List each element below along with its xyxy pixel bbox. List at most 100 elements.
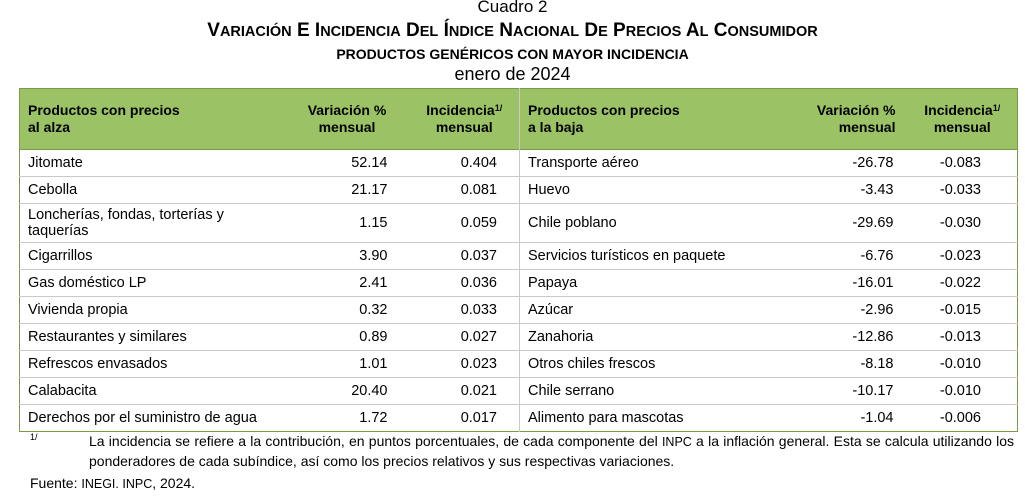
document-title: VARIACIÓN E INCIDENCIA DEL ÍNDICE NACION…	[0, 20, 1025, 42]
header-down-variation-line2: mensual	[838, 119, 896, 135]
table-row: Jitomate 52.14 0.404 Transporte aéreo -26.78…	[19, 149, 1018, 177]
up-product-name: Vivienda propia	[19, 296, 285, 324]
up-product-name: Derechos por el suministro de agua	[28, 410, 257, 426]
down-product-name: Alimento para mascotas	[528, 410, 684, 426]
title-char: E	[296, 20, 310, 41]
up-variation: 0.89	[284, 323, 410, 351]
down-variation: -2.96	[781, 296, 908, 324]
up-incidence: 0.021	[409, 377, 520, 405]
title-char: D	[406, 20, 420, 41]
down-product-name: Huevo	[519, 176, 782, 204]
document-subtitle: PRODUCTOS GENÉRICOS CON MAYOR INCIDENCIA	[336, 46, 689, 62]
title-char: C	[713, 20, 728, 41]
header-up-incidence-line1: Incidencia1/	[414, 102, 516, 119]
header-down-incidence: Incidencia1/ mensual	[907, 88, 1018, 150]
down-product-name: Otros chiles frescos	[519, 350, 782, 378]
down-incidence: -0.010	[907, 350, 1018, 378]
down-variation: -29.69	[781, 203, 908, 243]
down-incidence: -0.030	[907, 203, 1018, 243]
title-char: NDICE	[448, 24, 494, 40]
up-product-name: Cigarrillos	[19, 242, 285, 270]
footnote-text-part2: a la inflación general. Esta se calcula …	[89, 433, 1014, 469]
up-variation: 2.41	[284, 269, 410, 297]
up-variation: 1.15	[284, 203, 410, 243]
up-variation: 20.40	[284, 377, 410, 405]
up-incidence: 0.081	[409, 176, 520, 204]
up-incidence: 0.027	[409, 323, 520, 351]
up-variation: 1.72	[359, 410, 388, 426]
table-header-row: Productos con precios al alza Variación …	[19, 88, 1018, 150]
table-body: Jitomate 52.14 0.404 Transporte aéreo -26.78…	[19, 149, 1018, 432]
up-product-name-line2: taquerías	[28, 223, 89, 239]
header-down-products: Productos con precios a la baja	[519, 88, 782, 150]
up-product-name: Jitomate	[19, 149, 285, 177]
footnote-ref: 1/	[992, 103, 1001, 113]
table-row: Calabacita 20.40 0.021 Chile serrano -10.17-…	[19, 377, 1018, 405]
down-product-name: Servicios turísticos en paquete	[519, 242, 782, 270]
up-product-name: Gas doméstico LP	[19, 269, 285, 297]
title-char: RECIOS	[625, 24, 682, 40]
down-product-name: Zanahoria	[519, 323, 782, 351]
up-incidence: 0.037	[409, 242, 520, 270]
title-char: V	[207, 20, 220, 41]
up-incidence: 0.059	[409, 203, 520, 243]
table-row: Derechos por el suministro de agua 1.72 0.…	[20, 404, 1018, 432]
up-incidence: 0.017	[409, 404, 520, 432]
down-product-name: Chile poblano	[519, 203, 782, 243]
header-up-products: Productos con precios al alza	[19, 88, 285, 150]
table-row: Cebolla 21.17 0.081 Huevo -3.43 -0.033	[19, 176, 1018, 204]
down-variation: -8.18	[781, 350, 908, 378]
footnote-text: La incidencia se refiere a la contribuci…	[89, 432, 1014, 471]
header-down-incidence-text: Incidencia	[924, 102, 993, 118]
header-down-products-line2: a la baja	[528, 119, 584, 135]
table-row: Loncherías, fondas, torterías y taquerías…	[19, 203, 1018, 243]
table-number: Cuadro 2	[477, 0, 548, 16]
incidence-table: Productos con precios al alza Variación …	[19, 88, 1018, 432]
period-label: enero de 2024	[454, 64, 571, 84]
footnote-text-part1: La incidencia se refiere a la contribuci…	[89, 433, 662, 449]
down-incidence: -0.023	[907, 242, 1018, 270]
header-up-incidence-line2: mensual	[435, 119, 493, 135]
table-row: Vivienda propia 0.32 0.033 Azúcar -2.96 -0.01…	[19, 296, 1018, 324]
down-variation: -12.86	[781, 323, 908, 351]
header-down-variation: Variación % mensual	[781, 88, 908, 150]
down-variation: -16.01	[781, 269, 908, 297]
title-char: A	[685, 20, 700, 41]
down-variation: -3.43	[781, 176, 908, 204]
up-product-name: Restaurantes y similares	[19, 323, 285, 351]
header-up-incidence-text: Incidencia	[426, 102, 495, 118]
title-char: Í	[443, 20, 449, 41]
table-row: Gas doméstico LP 2.41 0.036 Papaya -16.01 -0.…	[19, 269, 1018, 297]
header-down-incidence-line1: Incidencia1/	[912, 102, 1014, 119]
up-variation: 21.17	[284, 176, 410, 204]
header-up-variation-line1: Variación %	[307, 102, 387, 118]
title-char: ARIACIÓN	[219, 24, 292, 40]
source-line: Fuente: INEGI. INPC, 2024.	[30, 475, 195, 491]
title-char: I	[314, 20, 321, 41]
down-incidence: -0.006	[939, 410, 981, 426]
down-incidence: -0.022	[907, 269, 1018, 297]
up-product-name: Refrescos envasados	[19, 350, 285, 378]
down-product-name: Chile serrano	[519, 377, 782, 405]
down-incidence: -0.033	[907, 176, 1018, 204]
footnote-mark: 1/	[30, 432, 38, 442]
title-char: P	[613, 20, 626, 41]
title-char: NCIDENCIA	[320, 24, 401, 40]
source-org: INEGI. INPC	[81, 477, 153, 491]
source-label: Fuente:	[30, 475, 82, 491]
down-incidence: -0.013	[907, 323, 1018, 351]
title-char: E	[598, 24, 608, 40]
up-variation: 1.01	[284, 350, 410, 378]
header-up-variation: Variación % mensual	[284, 88, 410, 150]
header-up-variation-line2: mensual	[318, 119, 376, 135]
up-incidence: 0.404	[409, 149, 520, 177]
down-product-name: Transporte aéreo	[519, 149, 782, 177]
up-variation: 0.32	[284, 296, 410, 324]
down-incidence: -0.083	[907, 149, 1018, 177]
down-product-name: Papaya	[519, 269, 782, 297]
down-variation: -6.76	[781, 242, 908, 270]
header-down-incidence-line2: mensual	[933, 119, 991, 135]
down-product-name: Azúcar	[519, 296, 782, 324]
header-down-products-line1: Productos con precios	[528, 102, 680, 118]
up-variation: 52.14	[284, 149, 410, 177]
